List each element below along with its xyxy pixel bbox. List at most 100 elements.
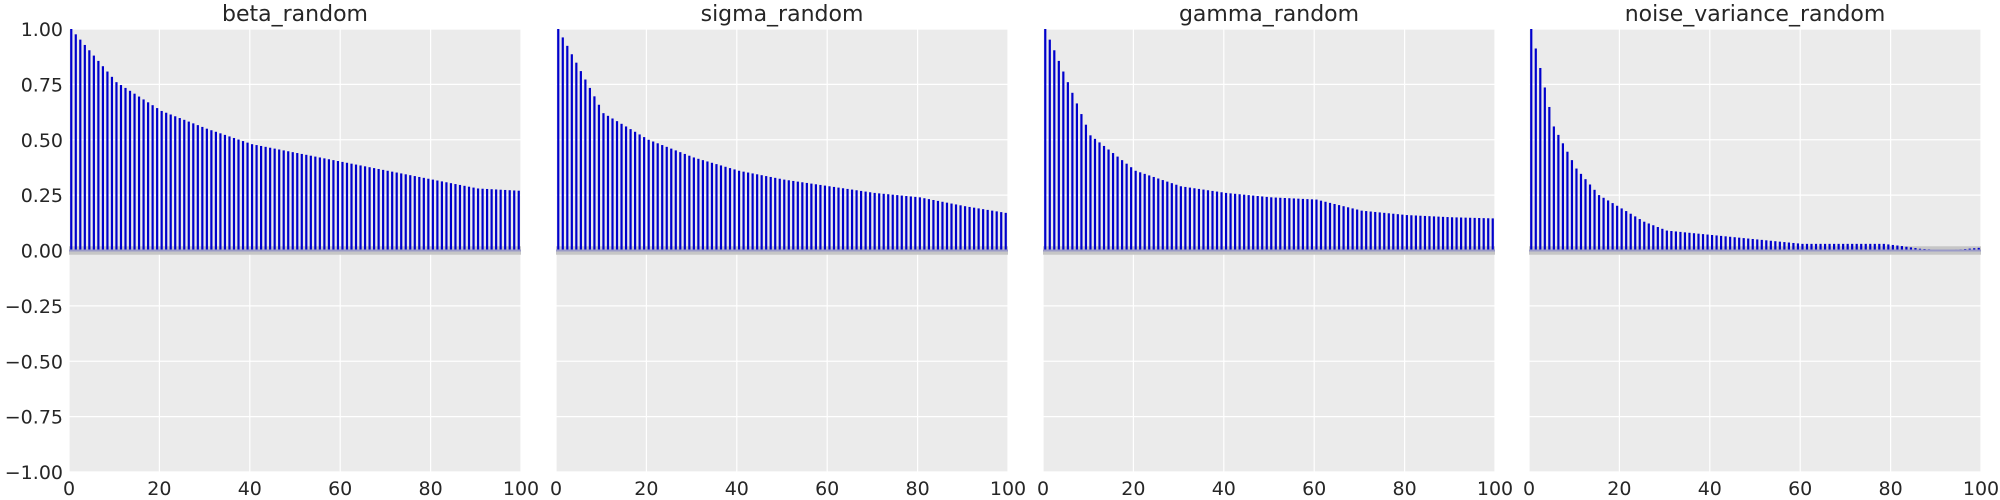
- y-tick-label: −0.50: [5, 351, 63, 373]
- acf-bar: [1914, 248, 1917, 251]
- acf-bar: [882, 193, 885, 251]
- acf-bar: [977, 208, 980, 251]
- x-tick-label: 0: [550, 478, 562, 500]
- acf-bar: [1310, 199, 1314, 251]
- acf-bar: [742, 171, 745, 251]
- acf-bar: [724, 166, 727, 251]
- acf-bar: [1629, 213, 1632, 251]
- acf-bar: [513, 190, 516, 251]
- acf-bar: [250, 144, 254, 251]
- acf-bar: [1102, 145, 1106, 251]
- acf-bar: [692, 157, 695, 251]
- acf-bar: [823, 185, 827, 251]
- acf-bar: [1900, 246, 1903, 251]
- acf-bar: [151, 105, 154, 251]
- acf-bar: [665, 146, 668, 251]
- x-tick-label: 0: [1037, 478, 1049, 500]
- acf-bar: [620, 123, 623, 251]
- acf-bar: [1588, 184, 1592, 251]
- acf-bar: [1557, 134, 1560, 251]
- acf-bar: [683, 153, 686, 251]
- acf-bar: [1638, 219, 1641, 251]
- acf-bar: [88, 50, 91, 251]
- acf-bar: [1116, 156, 1119, 251]
- x-tick-label: 40: [1698, 478, 1722, 500]
- acf-bar: [1482, 218, 1485, 251]
- acf-bar: [1365, 211, 1368, 251]
- acf-bar: [973, 207, 976, 251]
- acf-bar: [1765, 240, 1768, 251]
- acf-bar: [1410, 215, 1413, 251]
- acf-bar: [472, 187, 475, 251]
- acf-bar: [486, 188, 489, 251]
- acf-bar: [1134, 170, 1137, 251]
- acf-bar: [382, 169, 385, 251]
- acf-bar: [1197, 188, 1201, 251]
- acf-bar: [1896, 245, 1899, 251]
- acf-bar: [837, 187, 840, 251]
- acf-bar: [1701, 234, 1705, 251]
- acf-bar: [1710, 234, 1714, 251]
- acf-bar: [142, 99, 145, 251]
- panel-title: gamma_random: [1179, 2, 1359, 27]
- acf-bar: [147, 102, 150, 251]
- acf-bar: [765, 176, 768, 251]
- x-tick-label: 60: [1302, 478, 1326, 500]
- acf-bar: [1256, 196, 1259, 251]
- acf-bar: [1206, 190, 1210, 251]
- acf-bar: [841, 188, 845, 251]
- acf-bar: [1543, 87, 1546, 251]
- acf-bar: [1819, 243, 1822, 251]
- acf-bar: [1392, 213, 1395, 251]
- x-tick-label: 20: [1607, 478, 1631, 500]
- acf-bar: [178, 118, 181, 251]
- acf-bar: [363, 166, 367, 251]
- acf-bar: [1211, 190, 1214, 251]
- acf-bar: [1080, 114, 1083, 251]
- acf-bar: [1792, 242, 1795, 251]
- acf-bar: [593, 96, 596, 251]
- acf-bar: [1193, 188, 1196, 251]
- acf-bar: [241, 141, 245, 251]
- acf-bar: [1860, 243, 1863, 251]
- acf-bar: [278, 149, 281, 251]
- acf-bar: [499, 189, 502, 251]
- acf-bar: [359, 165, 362, 251]
- acf-bar: [1441, 216, 1445, 251]
- acf-bar: [936, 200, 940, 251]
- acf-bar: [1729, 236, 1732, 251]
- acf-bar: [427, 178, 430, 251]
- acf-bar: [1396, 214, 1399, 251]
- acf-bar: [119, 85, 123, 251]
- acf-bar: [1075, 103, 1078, 251]
- acf-bar: [1387, 213, 1390, 251]
- acf-bar: [1297, 198, 1300, 251]
- acf-bar: [1170, 183, 1173, 251]
- acf-bar: [1652, 225, 1655, 251]
- acf-bar: [1647, 223, 1650, 251]
- acf-bar: [1616, 205, 1619, 251]
- acf-bar: [688, 155, 691, 251]
- acf-bar: [327, 159, 330, 251]
- acf-panel-3: gamma_random 0 20 40 60 80 100: [1037, 2, 1513, 500]
- acf-bar: [927, 199, 930, 251]
- acf-bar: [1478, 218, 1481, 251]
- acf-bar: [1261, 196, 1264, 251]
- acf-bar: [246, 142, 249, 251]
- x-tick-label: 40: [1212, 478, 1236, 500]
- x-tick-label: 60: [1788, 478, 1812, 500]
- acf-bar: [602, 113, 605, 251]
- acf-bar: [169, 114, 172, 251]
- acf-bar: [345, 162, 349, 251]
- acf-bar: [1247, 195, 1250, 251]
- panel-title: beta_random: [222, 2, 368, 27]
- acf-bar: [1692, 233, 1696, 251]
- acf-bar: [896, 195, 899, 251]
- acf-bar: [873, 192, 876, 251]
- acf-bar: [1121, 160, 1124, 251]
- acf-bar: [183, 119, 186, 251]
- acf-bar: [377, 168, 380, 251]
- acf-bar: [1814, 243, 1818, 251]
- acf-bar: [517, 190, 520, 251]
- acf-bar: [1148, 175, 1151, 251]
